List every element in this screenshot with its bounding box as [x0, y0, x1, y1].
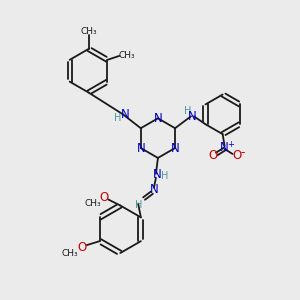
Text: N: N — [220, 140, 229, 154]
Text: -: - — [240, 146, 245, 160]
Text: H: H — [161, 171, 169, 181]
Text: H: H — [184, 106, 192, 116]
Text: H: H — [135, 200, 143, 211]
Text: CH₃: CH₃ — [80, 27, 97, 36]
Text: N: N — [136, 142, 145, 154]
Text: N: N — [171, 142, 179, 154]
Text: CH₃: CH₃ — [84, 199, 101, 208]
Text: CH₃: CH₃ — [62, 248, 78, 257]
Text: N: N — [150, 183, 158, 196]
Text: +: + — [227, 140, 234, 148]
Text: N: N — [153, 168, 161, 181]
Text: N: N — [188, 110, 196, 123]
Text: N: N — [121, 108, 129, 121]
Text: O: O — [77, 241, 86, 254]
Text: H: H — [114, 113, 122, 123]
Text: CH₃: CH₃ — [119, 51, 136, 60]
Text: O: O — [208, 149, 218, 162]
Text: O: O — [100, 191, 109, 204]
Text: N: N — [154, 112, 162, 125]
Text: O: O — [232, 149, 241, 162]
